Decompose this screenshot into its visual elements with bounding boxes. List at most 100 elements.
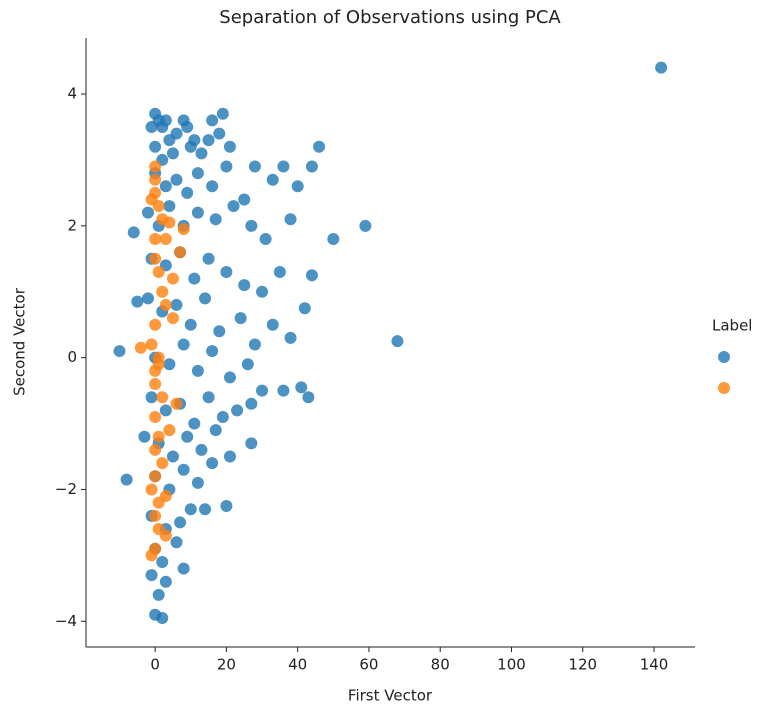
point: [202, 134, 215, 147]
point: [156, 391, 169, 404]
point: [191, 476, 204, 489]
point: [159, 404, 172, 417]
point: [145, 338, 158, 351]
point: [223, 450, 236, 463]
point: [184, 503, 197, 516]
point: [327, 233, 340, 246]
point: [188, 134, 201, 147]
point: [209, 213, 222, 226]
point: [149, 410, 162, 423]
point: [170, 127, 183, 140]
y-tick-label: 4: [67, 85, 77, 103]
point: [259, 233, 272, 246]
point: [159, 490, 172, 503]
point: [149, 509, 162, 522]
point: [234, 312, 247, 325]
point: [213, 127, 226, 140]
point: [152, 351, 165, 364]
point: [152, 430, 165, 443]
point: [305, 269, 318, 282]
point: [163, 424, 176, 437]
point: [206, 345, 219, 358]
point: [166, 147, 179, 160]
point: [131, 295, 144, 308]
point: [149, 470, 162, 483]
point: [159, 575, 172, 588]
point: [181, 120, 194, 133]
point: [149, 443, 162, 456]
chart-title: Separation of Observations using PCA: [219, 7, 561, 28]
point: [248, 160, 261, 173]
point: [191, 167, 204, 180]
point: [191, 206, 204, 219]
point: [206, 180, 219, 193]
point: [241, 358, 254, 371]
point: [245, 219, 258, 232]
point: [142, 292, 155, 305]
point: [159, 180, 172, 193]
point: [220, 265, 233, 278]
point: [145, 569, 158, 582]
point: [163, 216, 176, 229]
point: [149, 364, 162, 377]
point: [159, 298, 172, 311]
point: [302, 391, 315, 404]
point: [227, 200, 240, 213]
point: [134, 341, 147, 354]
point: [220, 160, 233, 173]
point: [391, 335, 404, 348]
point: [152, 588, 165, 601]
x-tick-label: 120: [568, 656, 597, 674]
y-tick-label: 2: [67, 216, 77, 234]
point: [238, 193, 251, 206]
point: [174, 516, 187, 529]
point: [163, 358, 176, 371]
point: [188, 417, 201, 430]
point: [145, 120, 158, 133]
point: [120, 473, 133, 486]
point: [195, 147, 208, 160]
point: [284, 331, 297, 344]
point: [177, 562, 190, 575]
point: [156, 612, 169, 624]
point: [277, 384, 290, 397]
point: [248, 338, 261, 351]
point: [231, 404, 244, 417]
point: [223, 371, 236, 384]
point: [159, 529, 172, 542]
point: [216, 107, 229, 120]
point: [284, 213, 297, 226]
point: [170, 397, 183, 410]
point: [156, 285, 169, 298]
legend-marker: [718, 351, 730, 363]
legend-marker: [718, 382, 730, 394]
y-tick-label: −4: [55, 612, 77, 630]
point: [149, 160, 162, 173]
point: [142, 206, 155, 219]
point: [166, 272, 179, 285]
point: [206, 114, 219, 127]
point: [277, 160, 290, 173]
x-tick-label: 100: [497, 656, 526, 674]
y-tick-label: 0: [67, 348, 77, 366]
point: [163, 200, 176, 213]
point: [156, 555, 169, 568]
point: [256, 285, 269, 298]
point: [152, 200, 165, 213]
legend-title: Label: [712, 317, 752, 335]
x-tick-label: 140: [640, 656, 669, 674]
point: [177, 338, 190, 351]
point: [245, 397, 258, 410]
point: [156, 457, 169, 470]
point: [359, 219, 372, 232]
point: [298, 302, 311, 315]
point: [223, 140, 236, 153]
x-tick-label: 0: [150, 656, 160, 674]
point: [145, 549, 158, 562]
point: [149, 173, 162, 186]
x-tick-label: 40: [288, 656, 307, 674]
point: [188, 272, 201, 285]
point: [113, 345, 126, 358]
point: [152, 265, 165, 278]
